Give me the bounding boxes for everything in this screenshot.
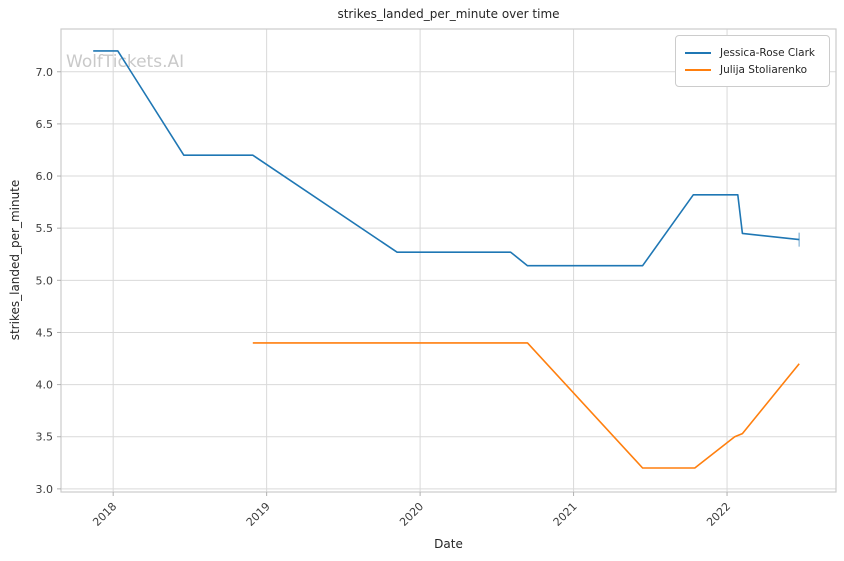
legend-label: Jessica-Rose Clark	[720, 46, 816, 59]
x-tick-label: 2020	[397, 500, 426, 529]
x-tick-label: 2021	[551, 500, 580, 529]
x-axis-label: Date	[434, 537, 463, 551]
y-axis-label: strikes_landed_per_minute	[8, 179, 22, 341]
x-tick-label: 2018	[90, 500, 119, 529]
legend-item: Julija Stoliarenko	[685, 61, 819, 78]
y-tick-label: 3.0	[36, 483, 54, 496]
y-tick-label: 3.5	[36, 431, 54, 444]
legend: Jessica-Rose Clark Julija Stoliarenko	[675, 35, 830, 87]
y-tick-label: 5.0	[36, 274, 54, 287]
y-tick-label: 4.5	[36, 326, 54, 339]
series-line	[93, 50, 800, 267]
chart-title: strikes_landed_per_minute over time	[337, 7, 560, 21]
legend-line-swatch	[685, 51, 711, 54]
legend-line-swatch	[685, 68, 711, 71]
y-tick-label: 7.0	[36, 66, 54, 79]
y-tick-label: 6.5	[36, 118, 54, 131]
plot-border	[60, 28, 837, 493]
y-tick-label: 6.0	[36, 170, 54, 183]
legend-label: Julija Stoliarenko	[720, 63, 808, 76]
series-line	[252, 342, 800, 469]
x-tick-label: 2022	[704, 500, 733, 529]
x-tick-label: 2019	[244, 500, 273, 529]
legend-item: Jessica-Rose Clark	[685, 44, 819, 61]
y-tick-label: 5.5	[36, 222, 54, 235]
y-tick-label: 4.0	[36, 379, 54, 392]
